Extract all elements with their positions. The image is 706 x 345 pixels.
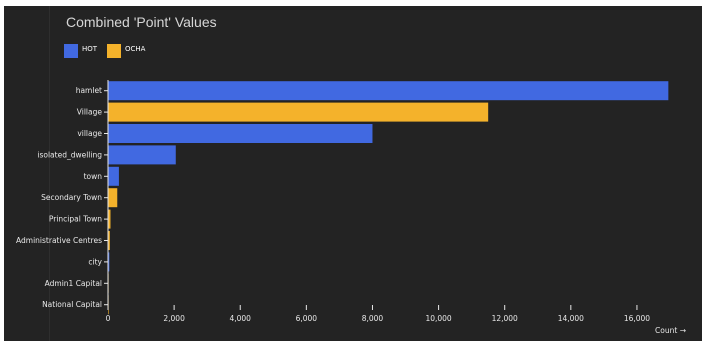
- x-tick-label: 10,000: [425, 314, 451, 323]
- y-tick-label: hamlet: [76, 86, 102, 95]
- x-tick-label: 2,000: [163, 314, 185, 323]
- chart-panel: [4, 6, 702, 341]
- bar-administrative-centres[interactable]: [108, 231, 110, 250]
- bar-hamlet[interactable]: [108, 81, 669, 101]
- bars-group: [108, 81, 669, 315]
- legend-swatch-ocha: [107, 44, 121, 58]
- bar-city[interactable]: [108, 252, 110, 272]
- x-tick-label: 8,000: [362, 314, 384, 323]
- bar-village[interactable]: [108, 124, 373, 143]
- x-tick-label: 0: [106, 314, 111, 323]
- y-tick-label: Secondary Town: [41, 193, 102, 202]
- y-tick-label: National Capital: [42, 300, 102, 309]
- y-tick-label: Principal Town: [49, 215, 102, 224]
- legend-swatch-hot: [64, 44, 78, 58]
- x-tick-label: 4,000: [229, 314, 251, 323]
- y-tick-label: Administrative Centres: [16, 236, 102, 245]
- y-tick-label: Village: [77, 108, 103, 117]
- y-tick-label: town: [84, 172, 103, 181]
- y-tick-label: Admin1 Capital: [45, 279, 102, 288]
- bar-isolated-dwelling[interactable]: [108, 145, 176, 165]
- bar-principal-town[interactable]: [108, 209, 111, 229]
- x-tick-label: 6,000: [296, 314, 318, 323]
- x-axis-title: Count →: [655, 326, 686, 335]
- legend-label-ocha: OCHA: [125, 45, 146, 53]
- legend-label-hot: HOT: [82, 45, 98, 53]
- x-tick-label: 12,000: [492, 314, 518, 323]
- x-tick-label: 14,000: [558, 314, 584, 323]
- bar-secondary-town[interactable]: [108, 188, 118, 208]
- panel-divider: [49, 6, 50, 341]
- x-axis: 0 2,000 4,000 6,000 8,000 10,000 12,000 14,000 1…: [106, 305, 650, 323]
- y-axis: hamlet Village village isolated_dwellingtow…: [16, 80, 109, 309]
- y-tick-label: city: [88, 257, 102, 266]
- y-tick-label: village: [77, 129, 102, 138]
- x-tick-label: 16,000: [624, 314, 650, 323]
- y-tick-label: isolated_dwelling: [37, 150, 102, 159]
- chart-title: Combined 'Point' Values: [66, 14, 217, 30]
- bar-village[interactable]: [108, 102, 489, 122]
- bar-town[interactable]: [108, 166, 119, 186]
